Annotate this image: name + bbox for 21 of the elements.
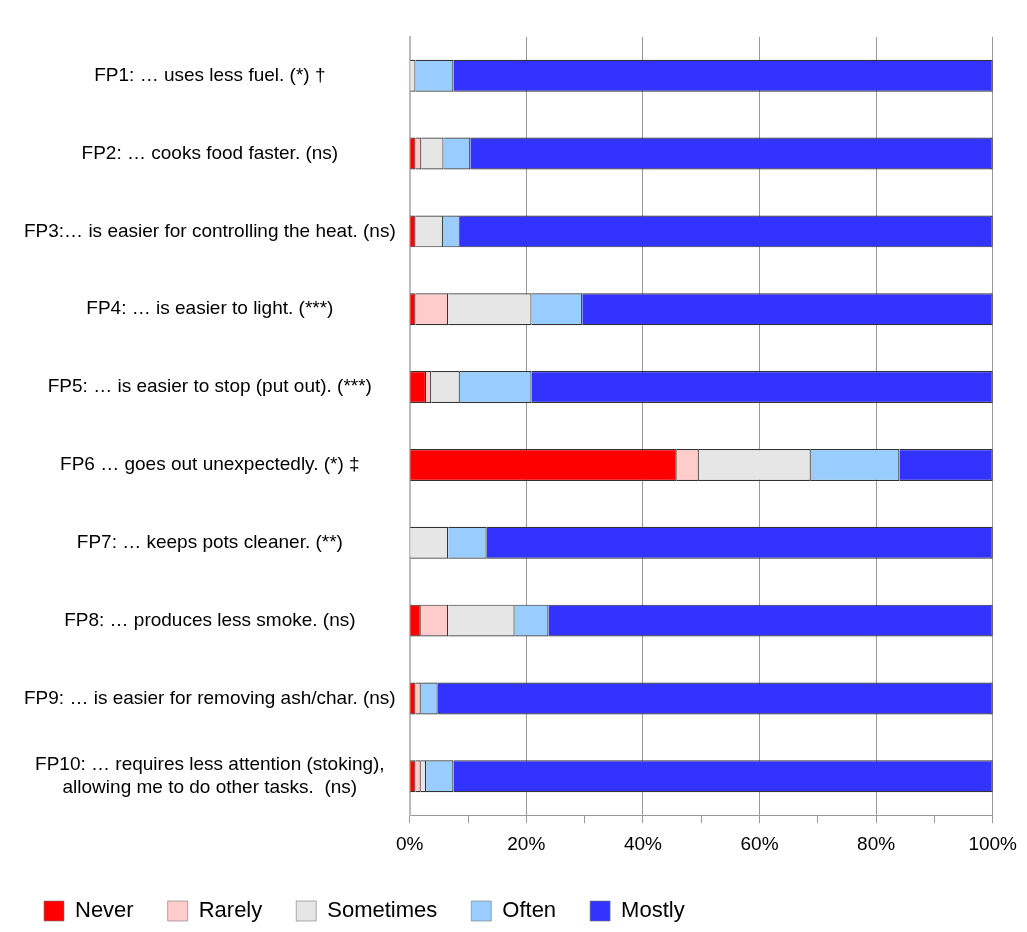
x-tick-label: 20% bbox=[507, 832, 546, 854]
x-tick-label: 40% bbox=[623, 832, 663, 854]
legend-label: Never bbox=[75, 897, 134, 923]
y-tick-label: FP5: … is easier to stop (put out). (***) bbox=[47, 375, 372, 397]
legend-label: Often bbox=[502, 897, 557, 923]
y-tick-label: FP7: … keeps pots cleaner. (**) bbox=[76, 530, 343, 552]
x-tick-label: 60% bbox=[740, 832, 779, 854]
y-tick-label: FP1: … uses less fuel. (*) † bbox=[94, 63, 326, 85]
x-tick-label: 80% bbox=[857, 832, 896, 854]
legend-label: Mostly bbox=[621, 897, 685, 923]
y-tick-label: FP8: … produces less smoke. (ns) bbox=[64, 608, 356, 630]
y-tick-label: FP6 … goes out unexpectedly. (*) ‡ bbox=[60, 453, 360, 475]
y-tick-label: FP2: … cooks food faster. (ns) bbox=[81, 141, 339, 163]
legend-label: Rarely bbox=[198, 897, 263, 923]
y-tick-label: FP9: … is easier for removing ash/char. (ns) bbox=[24, 686, 396, 708]
y-tick-label: FP4: … is easier to light. (***) bbox=[86, 297, 334, 319]
y-tick-label: FP10: … requires less attention (stoking), allowing me to do other tasks. (ns) bbox=[35, 753, 385, 797]
y-tick-label: FP3:… is easier for controlling the heat. (ns) bbox=[24, 219, 396, 241]
x-tick-label: 100% bbox=[968, 832, 1018, 854]
x-tick-label: 0% bbox=[395, 832, 424, 854]
legend-label: Sometimes bbox=[327, 897, 438, 923]
